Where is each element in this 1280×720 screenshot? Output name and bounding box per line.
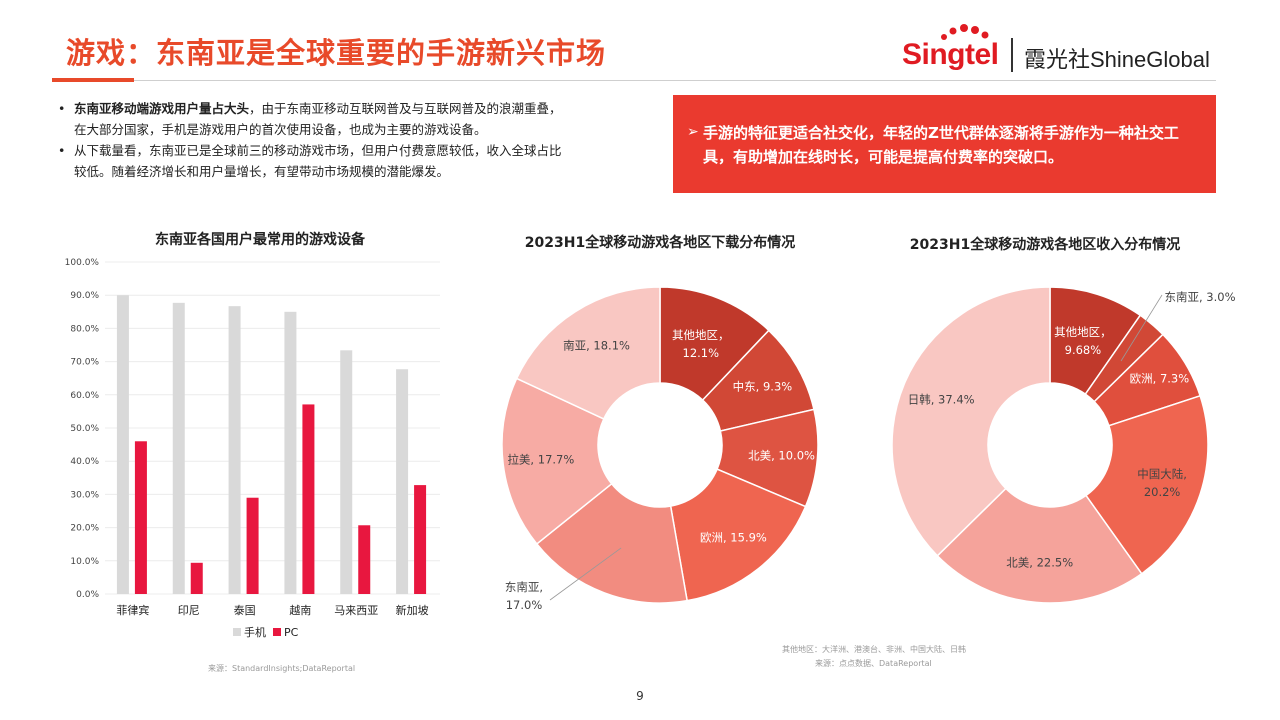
shineglobal-logo-text: 霞光社ShineGlobal (1024, 47, 1210, 72)
y-tick-label: 40.0% (70, 457, 99, 467)
pie-label: 其他地区， (1054, 325, 1112, 339)
y-tick-label: 70.0% (70, 358, 99, 368)
pie-value-label: 17.0% (506, 598, 543, 612)
bullet-item: • 东南亚移动端游戏用户量占大头，由于东南亚移动互联网普及与互联网普及的浪潮重叠… (58, 98, 628, 140)
pie-slice (1084, 394, 1209, 575)
pie-note: 其他地区：大洋洲、港澳台、非洲、中国大陆、日韩 (782, 645, 966, 654)
revenue-pie-chart: 其他地区， 9.68% 东南亚, 3.0% 欧洲, 7.3% 中国大陆, 20.2% 北美,… (891, 286, 1236, 604)
pc-bar (190, 562, 203, 594)
y-tick-label: 50.0% (70, 424, 99, 434)
y-tick-label: 80.0% (70, 324, 99, 334)
bullet-text-line2: 较低。随着经济增长和用户量增长，有望带动市场规模的潜能爆发。 (74, 164, 450, 179)
bar-chart: 0.0% 10.0% 20.0% 30.0% 40.0% 50.0% 60.0% 70.0% 8… (65, 258, 440, 639)
pie-slice (535, 482, 689, 604)
y-tick-label: 60.0% (70, 391, 99, 401)
phone-bar (228, 306, 241, 594)
pie-slice (891, 286, 1051, 557)
pie-value-label: 9.68% (1065, 343, 1102, 357)
legend-label: 手机 (244, 625, 266, 639)
legend-label: PC (284, 626, 299, 639)
singtel-logo-text: Singtel (902, 38, 999, 71)
pie-label: 欧洲, 15.9% (700, 530, 767, 544)
legend-swatch (233, 628, 241, 636)
phone-bar (116, 295, 129, 594)
brand-logo: Singtel 霞光社ShineGlobal (900, 22, 1220, 78)
x-category-label: 越南 (289, 603, 311, 617)
bullet-item: • 从下载量看，东南亚已是全球前三的移动游戏市场，但用户付费意愿较低，收入全球占… (58, 140, 628, 182)
bullet-text: 从下载量看，东南亚已是全球前三的移动游戏市场，但用户付费意愿较低，收入全球占比 (74, 143, 562, 158)
pie-label: 南亚, 18.1% (563, 339, 630, 353)
pie-value-label: 12.1% (683, 346, 720, 360)
title-divider (52, 80, 1216, 81)
page-number: 9 (636, 689, 644, 703)
pc-bar (302, 404, 315, 594)
bullet-dot: • (58, 143, 66, 158)
y-tick-label: 0.0% (76, 590, 99, 600)
arrow-right-icon: ➢ (687, 124, 699, 140)
pie-label: 拉美, 17.7% (507, 452, 574, 466)
leader-line (549, 547, 622, 601)
x-category-label: 印尼 (178, 604, 200, 617)
bar-chart-source: 来源：StandardInsights;DataReportal (208, 664, 356, 673)
pc-bar (358, 525, 371, 594)
legend-swatch (273, 628, 281, 636)
pie-source: 来源：点点数据、DataReportal (815, 659, 932, 668)
phone-bar (172, 302, 185, 594)
y-tick-label: 30.0% (70, 490, 99, 500)
pie-label: 中东, 9.3% (733, 379, 793, 393)
pc-bar (246, 497, 259, 594)
y-tick-label: 90.0% (70, 291, 99, 301)
pie-slice (669, 468, 807, 602)
pie-label: 中国大陆, (1137, 467, 1187, 481)
revenue-pie-title: 2023H1全球移动游戏各地区收入分布情况 (909, 237, 1181, 253)
pie-label: 欧洲, 7.3% (1130, 372, 1190, 386)
x-category-label: 新加坡 (396, 603, 429, 617)
bullet-text-line2: 在大部分国家，手机是游戏用户的首次使用设备，也成为主要的游戏设备。 (74, 122, 487, 137)
x-category-label: 马来西亚 (334, 604, 378, 617)
bullet-dot: • (58, 101, 66, 116)
pie-label: 其他地区， (672, 328, 730, 342)
title-accent-bar (52, 78, 134, 82)
y-tick-label: 100.0% (65, 258, 100, 268)
bullet-text: ，由于东南亚移动互联网普及与互联网普及的浪潮重叠， (249, 101, 562, 116)
logo-separator (1011, 38, 1013, 72)
download-pie-chart: 其他地区， 12.1% 中东, 9.3% 北美, 10.0% 欧洲, 15.9% 东南亚,… (501, 286, 819, 612)
phone-bar (340, 350, 353, 594)
bullet-list: • 东南亚移动端游戏用户量占大头，由于东南亚移动互联网普及与互联网普及的浪潮重叠… (58, 98, 628, 182)
pie-label: 东南亚, (505, 580, 543, 594)
phone-bar (396, 369, 409, 594)
pie-label: 北美, 22.5% (1006, 556, 1073, 570)
pie-slice (501, 377, 613, 545)
pc-bar (414, 485, 427, 594)
leader-line (1120, 294, 1163, 362)
pc-bar (134, 441, 147, 594)
pie-label: 日韩, 37.4% (908, 392, 975, 406)
singtel-dots-icon (941, 24, 989, 40)
callout-box: ➢ 手游的特征更适合社交化，年轻的Z世代群体逐渐将手游作为一种社交工具，有助增加… (673, 95, 1216, 193)
pie-slice (936, 487, 1143, 604)
x-category-label: 泰国 (234, 603, 256, 617)
pie-label: 北美, 10.0% (748, 449, 815, 463)
x-category-label: 菲律宾 (116, 603, 149, 617)
bar-chart-title: 东南亚各国用户最常用的游戏设备 (155, 232, 365, 248)
callout-text: 手游的特征更适合社交化，年轻的Z世代群体逐渐将手游作为一种社交工具，有助增加在线… (703, 124, 1179, 166)
phone-bar (284, 311, 297, 594)
bullet-bold-text: 东南亚移动端游戏用户量占大头 (74, 101, 250, 116)
y-tick-label: 20.0% (70, 524, 99, 534)
pie-slice (515, 286, 661, 420)
download-pie-title: 2023H1全球移动游戏各地区下载分布情况 (524, 235, 796, 251)
pie-value-label: 20.2% (1144, 485, 1181, 499)
y-tick-label: 10.0% (70, 557, 99, 567)
page-title: 游戏：东南亚是全球重要的手游新兴市场 (66, 36, 607, 70)
pie-label: 东南亚, 3.0% (1164, 290, 1235, 304)
